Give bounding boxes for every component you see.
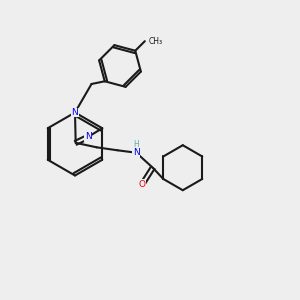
Text: N: N <box>85 132 92 141</box>
Text: H: H <box>134 140 139 149</box>
Text: N: N <box>133 148 140 157</box>
Text: O: O <box>139 180 146 189</box>
Text: N: N <box>72 108 78 117</box>
Text: CH₃: CH₃ <box>148 37 163 46</box>
